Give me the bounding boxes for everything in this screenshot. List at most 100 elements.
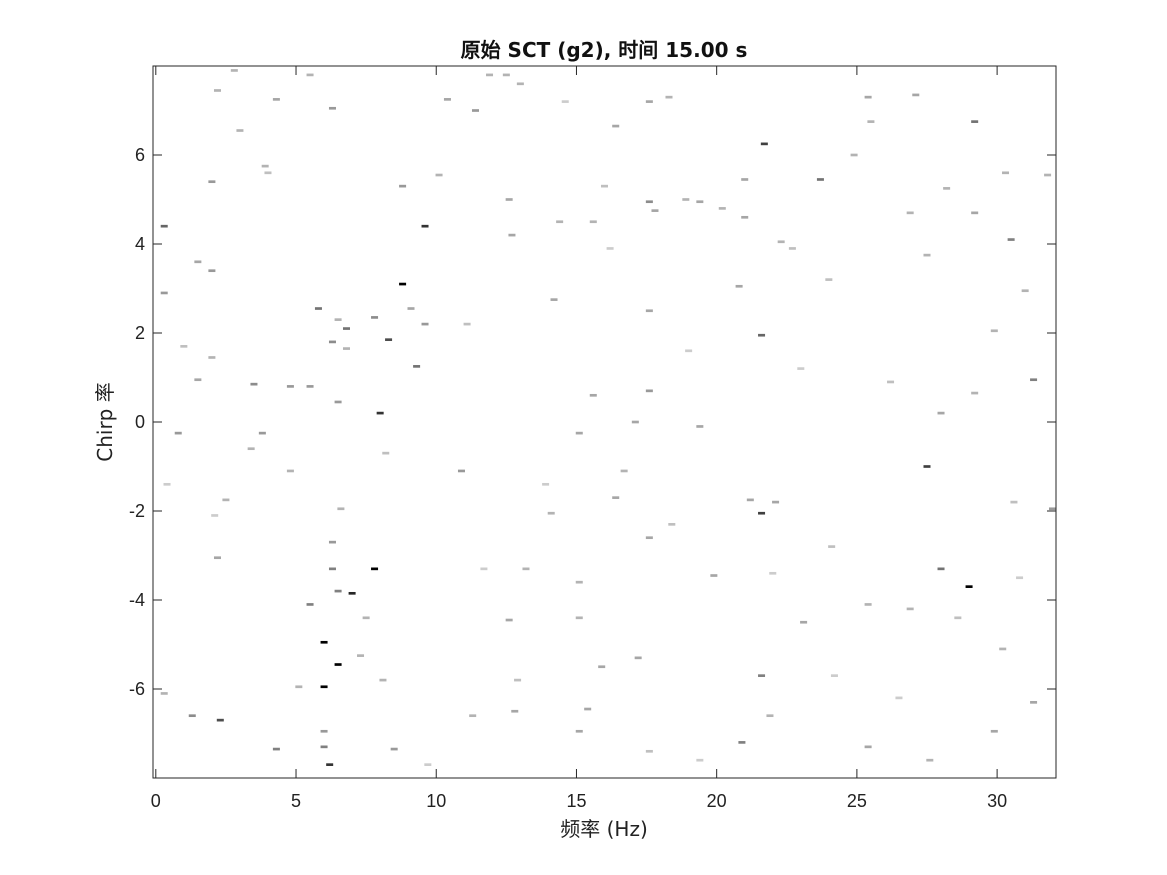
heatmap-cell [334,318,342,321]
heatmap-cell [469,714,477,718]
heatmap-cell [516,82,524,86]
heatmap-cell [272,98,280,101]
heatmap-cell [236,129,244,132]
y-axis-label: Chirp 率 [93,382,117,461]
heatmap-cell [766,714,774,718]
heatmap-cell [867,120,875,123]
heatmap-cell [286,469,294,473]
heatmap-cell [295,685,303,689]
heatmap-cell [631,420,639,424]
heatmap-cell [180,345,188,348]
heatmap-cell [385,338,393,342]
heatmap-cell [589,393,597,397]
heatmap-cell [645,309,653,313]
heatmap-cell [502,73,510,77]
heatmap-cell [457,469,465,473]
heatmap-cell [990,329,998,333]
heatmap-cell [612,496,620,499]
heatmap-cell [645,749,653,753]
heatmap-cell [247,447,255,451]
heatmap-cell [825,278,833,281]
x-tick-label: 25 [847,791,867,811]
heatmap-cell [272,747,280,751]
heatmap-cell [665,95,673,99]
heatmap-cell [328,106,336,110]
heatmap-cell [505,618,513,622]
x-tick-label: 0 [151,791,161,811]
heatmap-cell [342,327,350,330]
heatmap-cell [334,663,342,666]
heatmap-cell [463,322,471,326]
heatmap-cell [937,567,945,571]
heatmap-cell [926,758,934,762]
heatmap-cell [1044,173,1052,177]
heatmap-cell [213,89,221,92]
heatmap-cell [306,603,314,606]
heatmap-cells [160,69,1056,766]
heatmap-cell [575,729,583,733]
heatmap-cell [328,567,336,571]
heatmap-cell [769,571,777,575]
heatmap-cell [314,307,322,310]
chart-title: 原始 SCT (g2), 时间 15.00 s [461,38,748,62]
heatmap-cell [160,224,168,228]
heatmap-cell [612,124,620,128]
y-tick-label: 2 [135,323,145,343]
heatmap-cell [990,729,998,733]
heatmap-cell [645,200,653,204]
heatmap-cell [760,142,768,146]
heatmap-cell [797,367,805,370]
heatmap-cell [208,356,216,359]
heatmap-cell [522,567,530,571]
heatmap-cell [906,607,914,611]
heatmap-cell [912,93,920,97]
heatmap-cell [342,347,350,350]
heatmap-cell [584,707,592,711]
heatmap-cell [1002,171,1010,175]
heatmap-cell [758,333,766,337]
heatmap-cell [421,224,429,228]
heatmap-cell [382,451,390,455]
heatmap-cell [575,431,583,435]
heatmap-cell [511,709,519,713]
heatmap-cell [508,233,516,237]
heatmap-cell [634,656,642,660]
heatmap-cell [376,411,384,415]
heatmap-cell [211,514,219,517]
heatmap-cell [589,220,597,224]
heatmap-cell [514,678,522,682]
heatmap-cell [971,211,979,215]
heatmap-cell [258,431,266,435]
heatmap-cell [561,100,569,103]
heatmap-cell [943,187,951,190]
heatmap-cell [600,184,608,188]
heatmap-cell [645,536,653,540]
heatmap-cell [685,349,693,353]
heatmap-cell [379,678,387,682]
heatmap-cell [306,73,314,77]
heatmap-cell [965,585,973,588]
heatmap-cell [213,556,221,560]
heatmap-cell [999,647,1007,651]
heatmap-cell [816,178,824,181]
heatmap-cell [362,616,370,620]
heatmap-cell [413,365,421,368]
heatmap-cell [598,665,606,669]
heatmap-cell [547,511,555,515]
heatmap-cell [864,745,872,749]
heatmap-cell [424,763,432,766]
x-tick-label: 10 [426,791,446,811]
y-tick-label: -4 [129,590,145,610]
heatmap-cell [208,180,216,184]
heatmap-cell [328,340,336,344]
x-tick-label: 30 [987,791,1007,811]
heatmap-cell [390,747,398,751]
x-axis-label: 频率 (Hz) [560,817,648,841]
y-tick-label: 4 [135,234,145,254]
heatmap-cell [696,200,704,204]
heatmap-cell [696,758,704,762]
heatmap-cell [371,316,379,319]
heatmap-cell [348,591,356,595]
